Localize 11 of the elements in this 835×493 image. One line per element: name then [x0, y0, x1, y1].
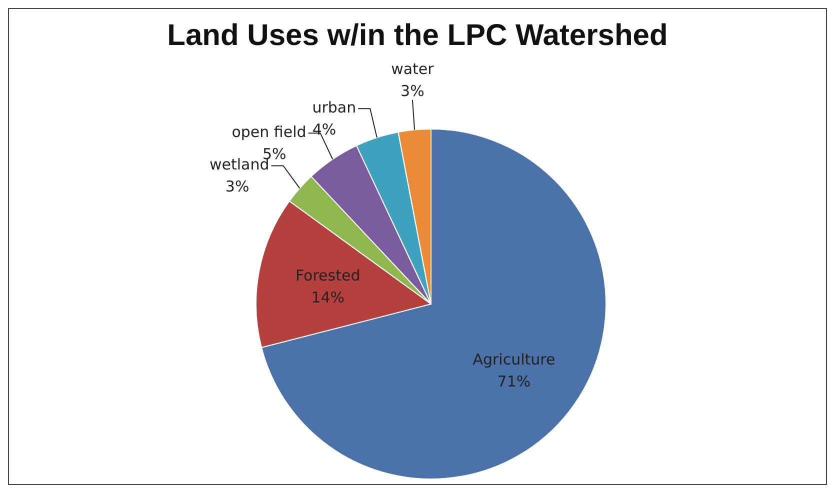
- slice-label: water: [391, 60, 435, 78]
- slice-label: open field: [232, 123, 306, 142]
- slice-label: Forested: [295, 266, 360, 284]
- data-label: 14%: [311, 288, 345, 306]
- data-label: 71%: [497, 372, 531, 390]
- chart-title: Land Uses w/in the LPC Watershed: [166, 19, 669, 53]
- data-label: 3%: [400, 82, 424, 100]
- slice-label: Agriculture: [472, 350, 556, 368]
- data-label: 3%: [225, 178, 250, 196]
- slice-label: urban: [312, 98, 356, 117]
- data-label: 4%: [312, 120, 336, 139]
